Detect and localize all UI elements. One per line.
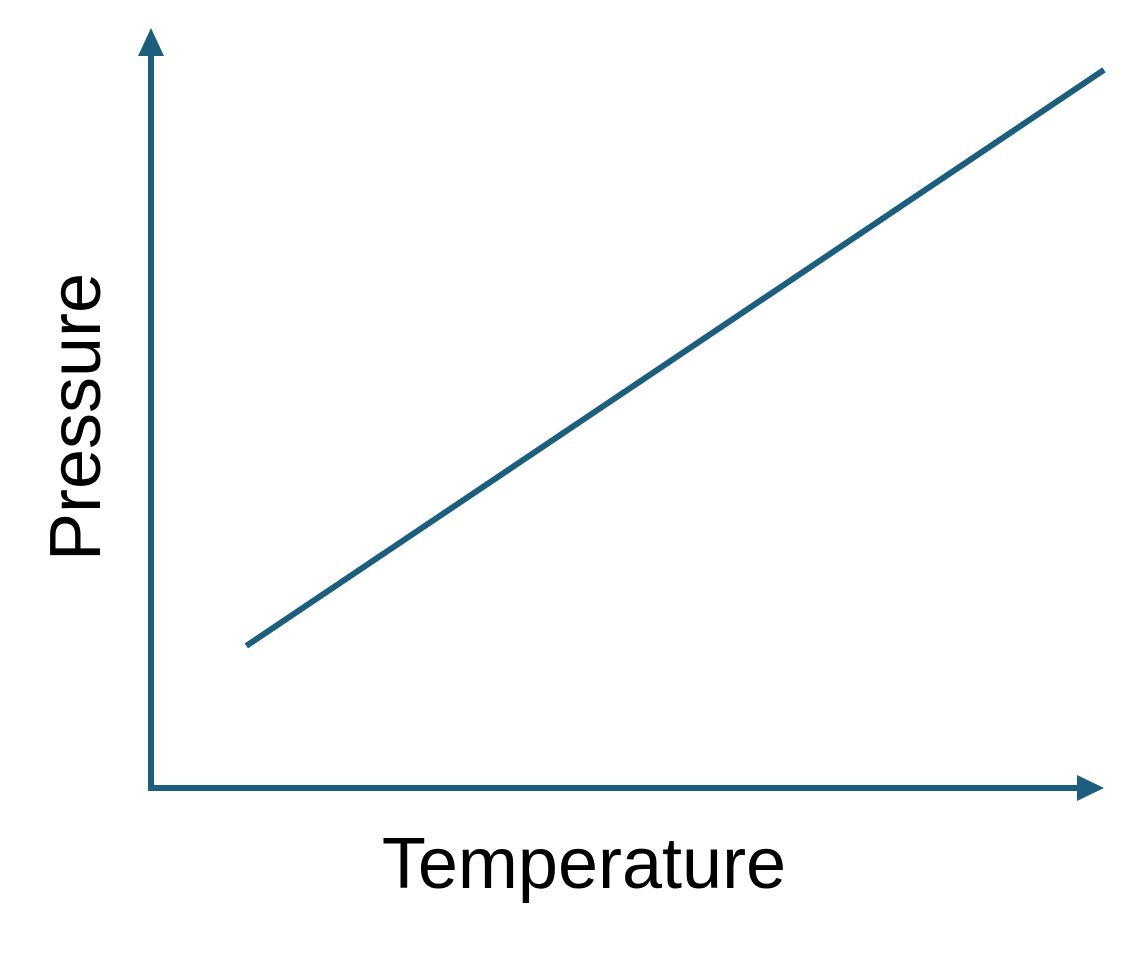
y-axis-arrowhead <box>138 28 164 56</box>
x-axis-label: Temperature <box>382 824 786 904</box>
series-line-0 <box>244 67 1106 649</box>
x-axis-arrowhead <box>1077 775 1104 801</box>
y-axis-label: Pressure <box>36 273 116 561</box>
series-layer <box>244 67 1106 649</box>
